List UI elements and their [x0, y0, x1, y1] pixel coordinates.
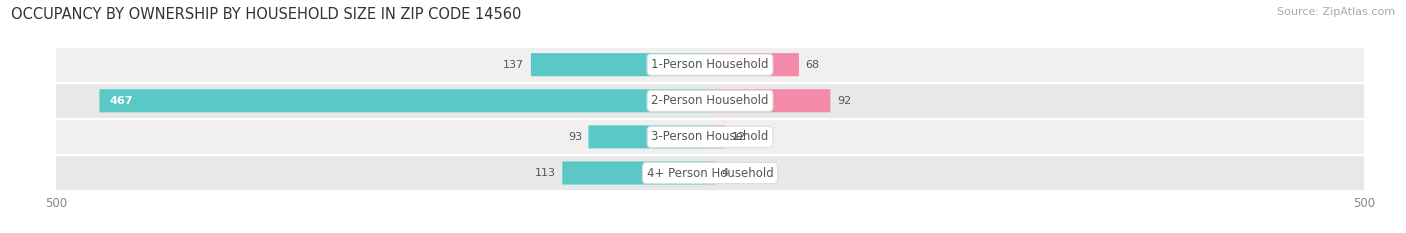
- FancyBboxPatch shape: [589, 125, 710, 148]
- Text: 92: 92: [837, 96, 851, 106]
- Text: 467: 467: [110, 96, 134, 106]
- FancyBboxPatch shape: [710, 161, 716, 185]
- FancyBboxPatch shape: [562, 161, 710, 185]
- Text: 3-Person Household: 3-Person Household: [651, 130, 769, 143]
- Text: 113: 113: [534, 168, 555, 178]
- FancyBboxPatch shape: [710, 89, 831, 112]
- Text: 12: 12: [733, 132, 747, 142]
- Text: 2-Person Household: 2-Person Household: [651, 94, 769, 107]
- FancyBboxPatch shape: [710, 53, 799, 76]
- Text: Source: ZipAtlas.com: Source: ZipAtlas.com: [1277, 7, 1395, 17]
- Text: 68: 68: [806, 60, 820, 70]
- Text: OCCUPANCY BY OWNERSHIP BY HOUSEHOLD SIZE IN ZIP CODE 14560: OCCUPANCY BY OWNERSHIP BY HOUSEHOLD SIZE…: [11, 7, 522, 22]
- FancyBboxPatch shape: [100, 89, 710, 112]
- FancyBboxPatch shape: [531, 53, 710, 76]
- FancyBboxPatch shape: [56, 83, 1364, 119]
- FancyBboxPatch shape: [56, 155, 1364, 191]
- Text: 137: 137: [503, 60, 524, 70]
- FancyBboxPatch shape: [710, 125, 725, 148]
- FancyBboxPatch shape: [56, 47, 1364, 83]
- Text: 1-Person Household: 1-Person Household: [651, 58, 769, 71]
- FancyBboxPatch shape: [56, 119, 1364, 155]
- Text: 93: 93: [568, 132, 582, 142]
- Text: 4+ Person Household: 4+ Person Household: [647, 167, 773, 179]
- Text: 4: 4: [721, 168, 728, 178]
